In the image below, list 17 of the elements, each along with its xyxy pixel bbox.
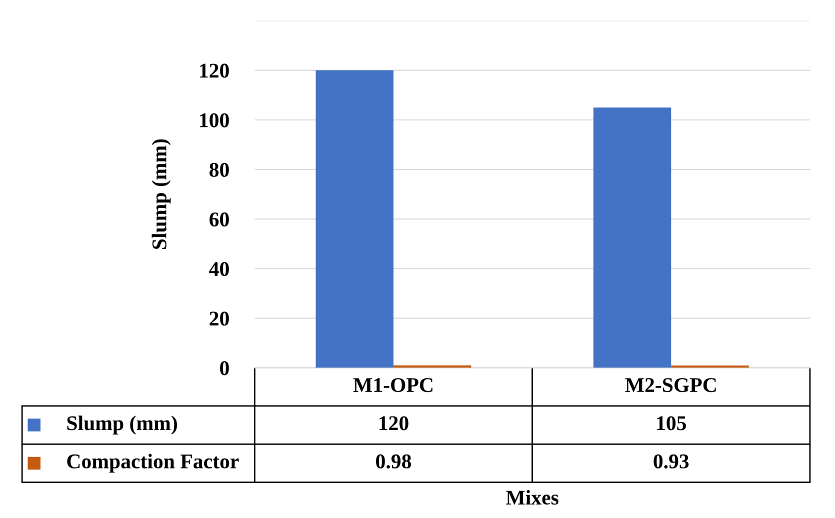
data-label: 0.98	[376, 454, 412, 469]
y-axis-title: Slump (mm)	[152, 139, 171, 249]
data-label: 120	[380, 416, 408, 430]
y-tick-label: 60	[210, 212, 229, 226]
legend-label: Compaction Factor	[67, 454, 239, 473]
data-label: 105	[657, 416, 686, 430]
y-tick-label: 100	[200, 113, 229, 128]
x-tick-label: M2-SGPC	[625, 378, 716, 392]
y-tick-label: 40	[209, 262, 229, 276]
y-tick-label: 80	[210, 162, 229, 177]
y-tick-label: 120	[200, 64, 229, 78]
legend-label: Slump (mm)	[67, 416, 177, 434]
x-axis-title: Mixes	[506, 490, 558, 505]
y-tick-label: 20	[210, 312, 229, 326]
x-tick-label: M1-OPC	[353, 378, 432, 392]
y-tick-label: 0	[220, 361, 229, 376]
data-label: 0.93	[654, 454, 689, 469]
